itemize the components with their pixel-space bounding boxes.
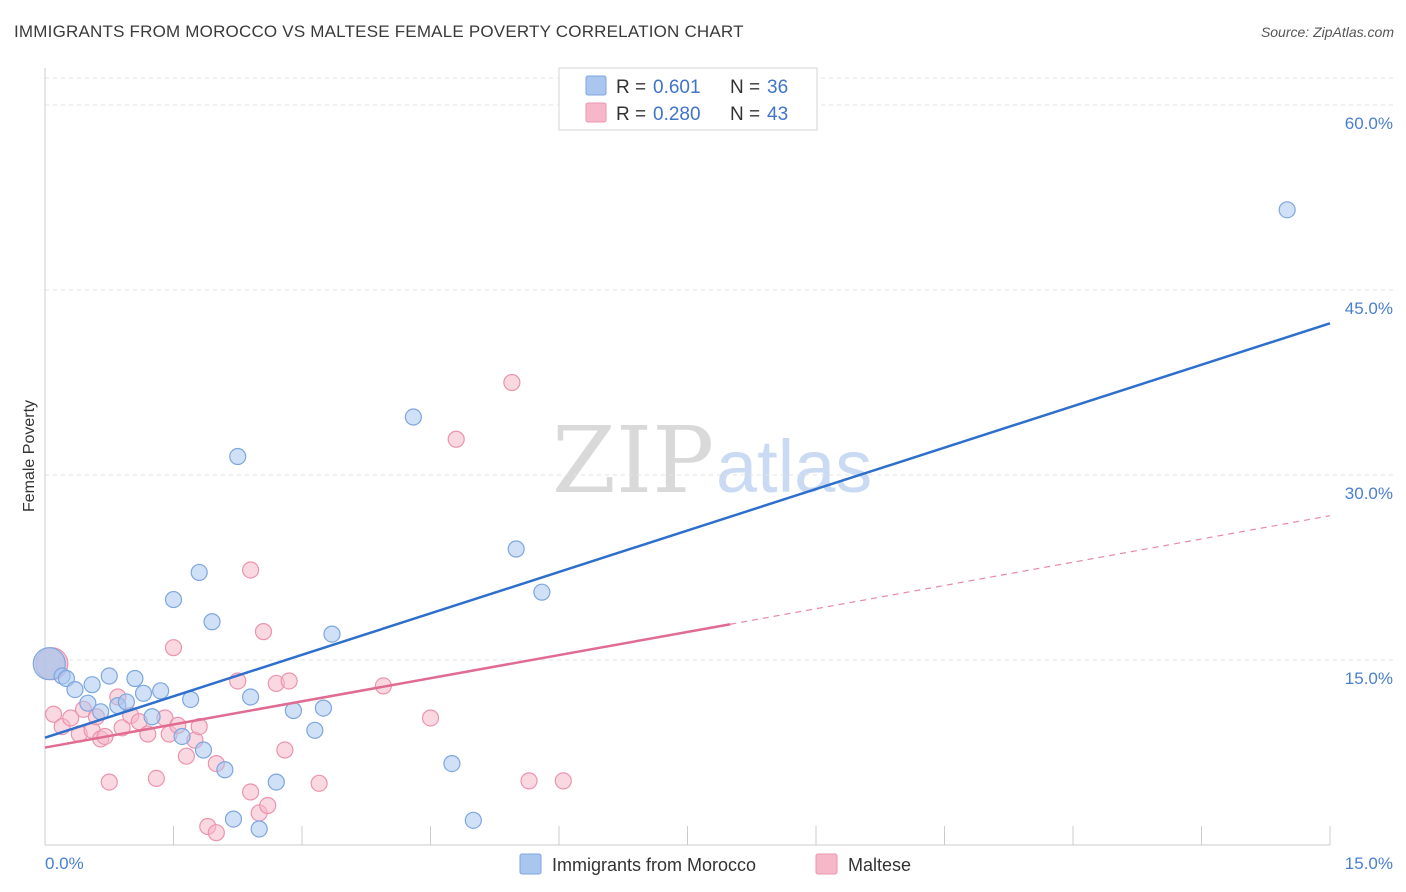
point-morocco (182, 690, 200, 709)
point-maltese (554, 772, 572, 790)
y-tick-labels: 15.0% 30.0% 45.0% 60.0% (1345, 114, 1393, 688)
point-morocco (66, 680, 84, 699)
point-maltese (520, 772, 538, 790)
point-maltese (259, 796, 277, 815)
bottom-legend-swatch-morocco (519, 853, 542, 875)
bottom-legend-label-maltese: Maltese (848, 855, 911, 875)
trend-line-morocco (44, 322, 1331, 739)
point-morocco (250, 820, 268, 838)
point-morocco (404, 408, 422, 426)
point-morocco (242, 688, 260, 706)
point-maltese (207, 824, 225, 842)
legend-r-label-maltese: R = (616, 104, 646, 125)
point-maltese (177, 747, 195, 765)
point-morocco (117, 693, 135, 711)
trend-line-maltese-extension (730, 515, 1331, 625)
point-morocco (533, 583, 551, 601)
point-morocco (464, 811, 482, 829)
point-maltese (421, 709, 440, 727)
watermark-zip: ZIP (552, 407, 714, 514)
legend-bottom: Immigrants from Morocco Maltese (519, 853, 911, 875)
point-maltese (447, 430, 465, 448)
x-tick-label-max: 15.0% (1345, 854, 1393, 873)
point-morocco (323, 625, 341, 643)
chart-title: IMMIGRANTS FROM MOROCCO VS MALTESE FEMAL… (14, 22, 744, 41)
x-tick-label-min: 0.0% (45, 854, 84, 873)
bottom-legend-swatch-maltese (815, 853, 838, 875)
legend-r-label-morocco: R = (616, 77, 646, 98)
point-maltese (276, 741, 294, 759)
point-morocco (190, 563, 208, 582)
trend-lines (44, 322, 1331, 749)
point-maltese (62, 709, 80, 727)
legend-top: R = 0.601 N = 36 R = 0.280 N = 43 (558, 67, 818, 131)
y-tick-label: 30.0% (1345, 484, 1393, 503)
point-maltese (242, 561, 260, 579)
legend-r-value-morocco: 0.601 (653, 77, 701, 98)
point-maltese (310, 774, 328, 792)
point-maltese (100, 773, 118, 791)
point-maltese (44, 705, 63, 723)
point-morocco (1278, 201, 1296, 219)
y-tick-label: 45.0% (1345, 299, 1393, 318)
point-morocco (224, 810, 243, 828)
point-morocco (314, 699, 333, 717)
point-morocco (173, 727, 191, 746)
point-maltese (254, 623, 273, 641)
legend-r-value-maltese: 0.280 (653, 104, 701, 125)
legend-n-value-morocco: 36 (767, 77, 788, 98)
y-tick-label: 15.0% (1345, 669, 1393, 688)
legend-n-label-maltese: N = (730, 104, 760, 125)
point-morocco (443, 754, 461, 773)
legend-swatch-morocco (585, 75, 607, 96)
trend-line-maltese (44, 623, 731, 749)
legend-n-value-maltese: 43 (767, 104, 788, 125)
point-morocco (194, 741, 213, 759)
legend-swatch-maltese (585, 102, 607, 123)
point-maltese (503, 373, 521, 392)
point-morocco (229, 447, 247, 466)
point-maltese (242, 783, 260, 801)
point-morocco (216, 761, 234, 779)
legend-n-label-morocco: N = (730, 77, 760, 98)
point-maltese (280, 672, 298, 690)
point-morocco (83, 676, 101, 694)
point-morocco (79, 694, 97, 712)
series-morocco (32, 201, 1296, 838)
point-morocco (306, 721, 324, 739)
y-tick-label: 60.0% (1345, 114, 1393, 133)
point-morocco (100, 667, 118, 685)
point-morocco (143, 708, 161, 726)
point-morocco (203, 613, 221, 631)
point-morocco (164, 590, 183, 609)
source-label: Source: ZipAtlas.com (1260, 24, 1394, 40)
series-maltese (35, 373, 572, 842)
data-points (32, 201, 1296, 842)
x-ticks (173, 826, 1331, 845)
watermark-atlas: atlas (716, 425, 872, 508)
point-maltese (147, 769, 165, 788)
y-axis-label: Female Poverty (21, 400, 38, 512)
point-morocco (126, 669, 144, 688)
point-maltese (164, 639, 183, 657)
point-morocco (507, 540, 525, 558)
point-morocco (134, 684, 153, 702)
point-morocco (152, 682, 170, 700)
bottom-legend-label-morocco: Immigrants from Morocco (552, 855, 756, 875)
point-morocco (267, 773, 285, 791)
